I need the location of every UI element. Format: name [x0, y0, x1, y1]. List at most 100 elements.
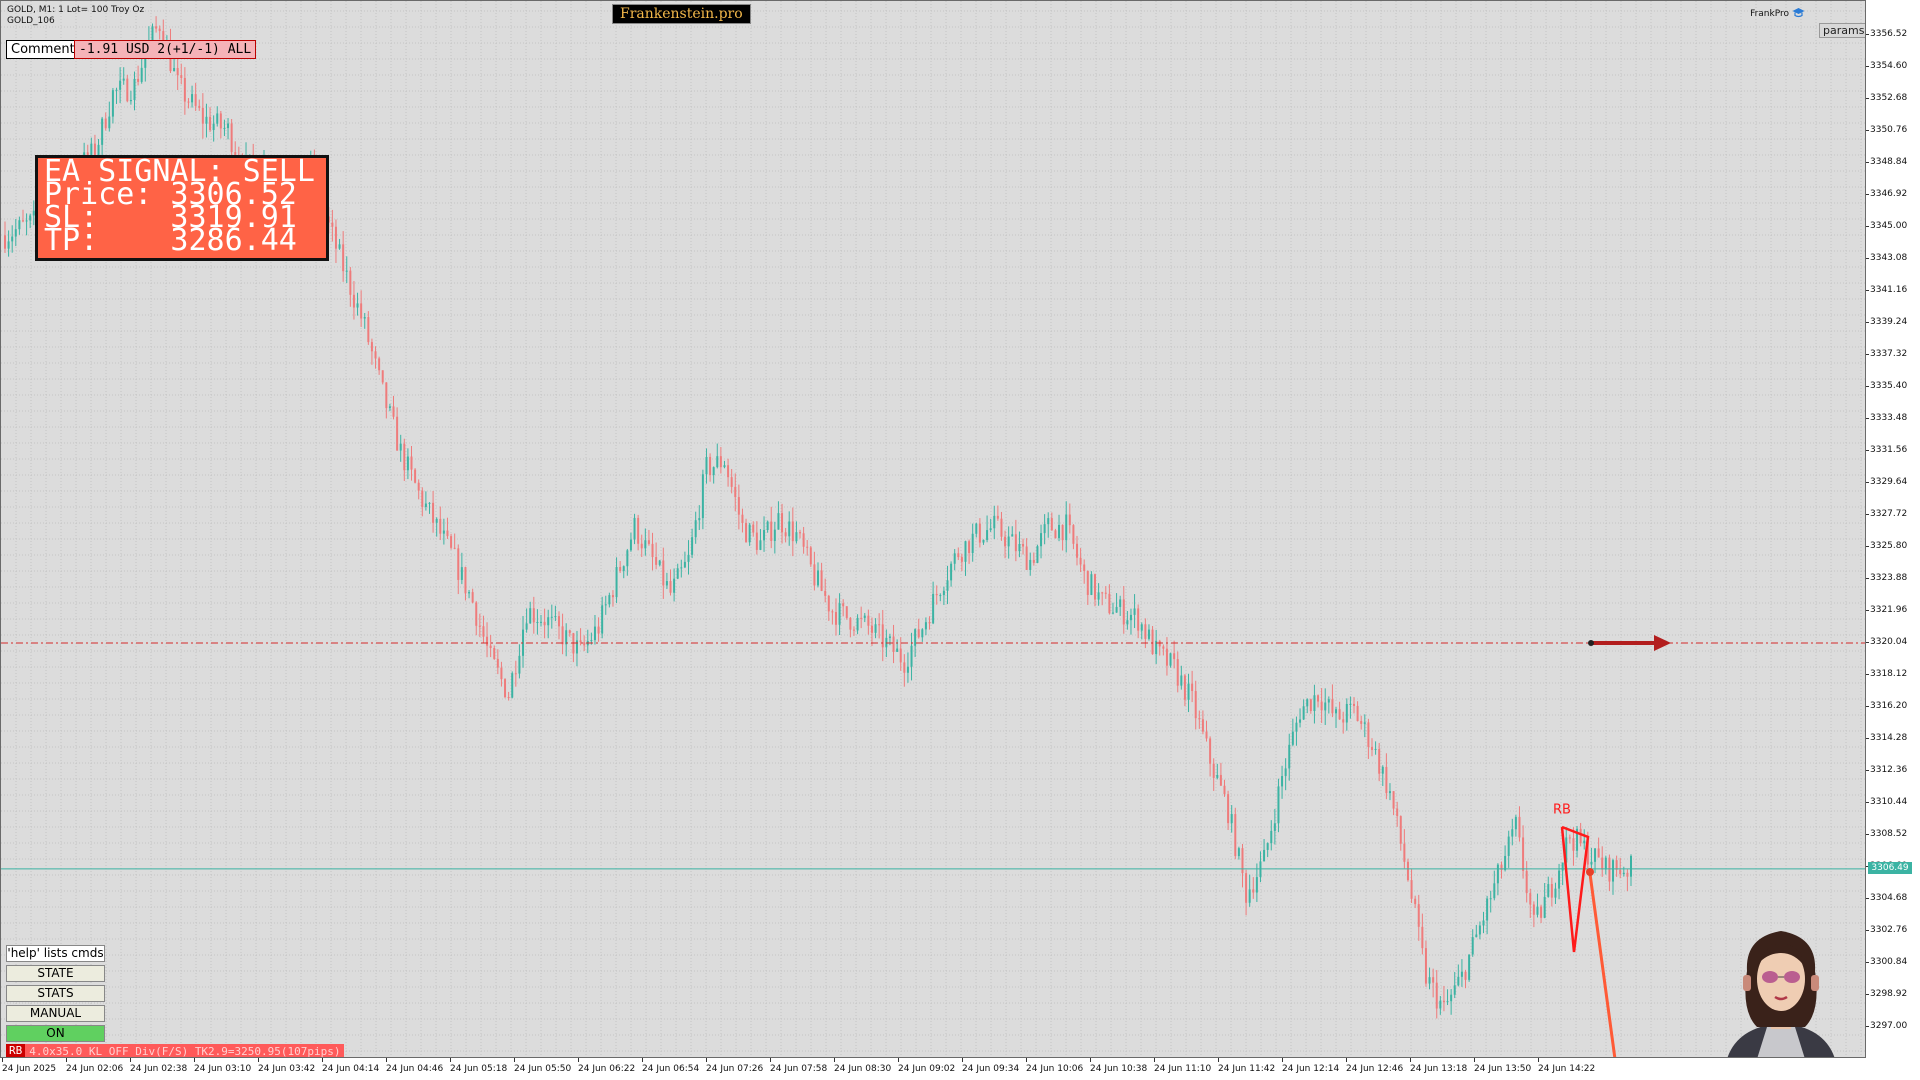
candle-body — [1370, 746, 1373, 750]
candle-body — [529, 608, 532, 624]
candle-body — [1421, 926, 1424, 949]
candle-body — [1108, 593, 1111, 614]
help-button[interactable]: 'help' lists cmds — [6, 945, 105, 962]
candle-body — [1554, 888, 1557, 898]
manual-button[interactable]: MANUAL — [6, 1005, 105, 1022]
candle-body — [1155, 640, 1158, 655]
rb-pattern — [1560, 825, 1590, 953]
on-toggle-button[interactable]: ON — [6, 1025, 105, 1042]
time-tick-label: 24 Jun 13:18 — [1410, 1058, 1468, 1074]
candle-body — [334, 226, 337, 249]
candle-body — [1518, 816, 1521, 838]
comment-button[interactable]: Comment — [6, 40, 80, 59]
candle-body — [640, 543, 643, 549]
time-tick-label: 24 Jun 06:22 — [578, 1058, 636, 1074]
candle-body — [1223, 785, 1226, 795]
candle-body — [817, 570, 819, 586]
graduation-cap-icon — [1792, 7, 1805, 21]
candle-body — [396, 416, 399, 451]
signal-tp: TP: 3286.44 — [44, 223, 297, 258]
candle-body — [230, 123, 233, 153]
candle-body — [1525, 870, 1528, 894]
candle-body — [108, 116, 111, 129]
candle-body — [1097, 592, 1100, 600]
candle-body — [838, 603, 841, 625]
candle-body — [752, 524, 755, 533]
candle-body — [173, 67, 176, 72]
candle-body — [1158, 640, 1161, 647]
candle-body — [1482, 920, 1485, 926]
candle-body — [561, 626, 564, 645]
candle-body — [1180, 675, 1183, 686]
candle-body — [1140, 624, 1143, 631]
candle-body — [1367, 722, 1370, 747]
candle-body — [784, 532, 787, 537]
sl-arrow-head — [1654, 635, 1671, 651]
candle-body — [655, 557, 658, 565]
state-button[interactable]: STATE — [6, 965, 105, 982]
candle-body — [971, 533, 974, 554]
candle-body — [575, 640, 578, 654]
candle-body — [1072, 525, 1075, 544]
candle-body — [932, 593, 935, 624]
time-tick-label: 24 Jun 04:46 — [386, 1058, 444, 1074]
candle-body — [119, 80, 122, 90]
candle-body — [806, 546, 809, 548]
price-tick-label: 3310.44 — [1865, 797, 1908, 807]
price-tick-label: 3308.52 — [1865, 829, 1908, 839]
candle-body — [435, 518, 438, 523]
candle-body — [1230, 814, 1233, 824]
candle-body — [32, 210, 35, 216]
chart-area[interactable]: RB GOLD, M1: 1 Lot= 100 Troy Oz GOLD_106… — [0, 0, 1866, 1058]
candle-body — [928, 622, 931, 624]
candle-body — [216, 113, 219, 124]
candle-body — [1532, 904, 1535, 915]
rb-label: RB — [1553, 803, 1571, 818]
params-button[interactable]: params — [1819, 23, 1865, 38]
candle-body — [1529, 893, 1532, 905]
candle-body — [964, 541, 967, 562]
candle-body — [644, 540, 647, 549]
candle-body — [1288, 744, 1291, 769]
candle-body — [1284, 768, 1287, 777]
candle-body — [1410, 880, 1413, 899]
candle-body — [403, 443, 406, 471]
price-chart[interactable]: RB — [1, 1, 1866, 1058]
candle-body — [93, 143, 96, 159]
candle-body — [1306, 699, 1309, 707]
candle-body — [14, 229, 17, 237]
time-tick-label: 24 Jun 07:58 — [770, 1058, 828, 1074]
candle-body — [1151, 629, 1154, 655]
candle-body — [906, 666, 909, 673]
status-tag: RB — [6, 1044, 26, 1057]
candle-body — [1353, 703, 1356, 706]
candle-body — [1237, 848, 1240, 857]
candle-body — [209, 116, 212, 131]
time-tick-label: 24 Jun 04:14 — [322, 1058, 380, 1074]
candle-body — [777, 513, 780, 530]
candle-body — [593, 626, 596, 641]
price-tick-label: 3352.68 — [1865, 93, 1908, 103]
candle-body — [457, 548, 460, 580]
candle-body — [924, 622, 927, 630]
candle-body — [410, 456, 413, 470]
candle-body — [1356, 705, 1359, 722]
stats-button[interactable]: STATS — [6, 985, 105, 1002]
candle-body — [374, 351, 377, 359]
candle-body — [921, 629, 924, 638]
candle-body — [917, 629, 920, 638]
candle-body — [1058, 524, 1061, 539]
price-tick-label: 3350.76 — [1865, 125, 1908, 135]
candle-body — [176, 67, 179, 76]
candle-body — [381, 370, 384, 383]
candle-body — [424, 503, 427, 507]
candle-body — [568, 630, 571, 634]
status-bar: RB 4.0x35.0 KL_OFF Div(F/S) TK2.9=3250.9… — [6, 1044, 344, 1057]
price-tick-label: 3346.92 — [1865, 189, 1908, 199]
candle-body — [11, 236, 14, 242]
candle-body — [475, 602, 478, 626]
candle-body — [1486, 898, 1489, 921]
candle-body — [1212, 763, 1215, 778]
candle-body — [1547, 884, 1550, 897]
candle-body — [97, 144, 100, 159]
